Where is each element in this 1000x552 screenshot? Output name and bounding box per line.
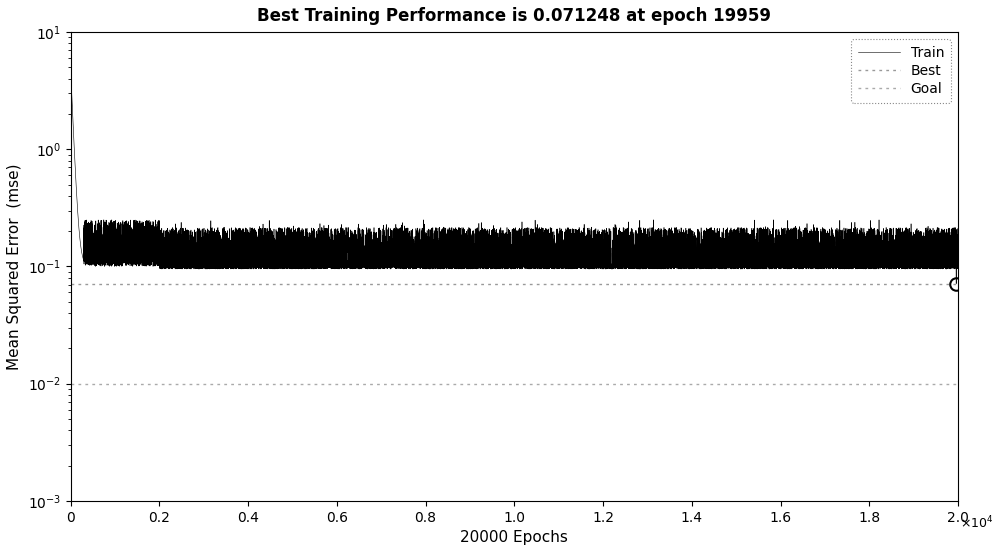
Best	[65, 280, 77, 287]
Train	[167, 264, 179, 270]
Train	[887, 261, 899, 268]
Train	[65, 64, 77, 71]
Goal	[65, 380, 77, 387]
Train	[952, 225, 964, 232]
Text: $\times10^{4}$: $\times10^{4}$	[960, 515, 993, 532]
Train	[950, 280, 962, 287]
Line: Train: Train	[71, 67, 958, 284]
Goal	[65, 380, 77, 387]
Train	[541, 262, 553, 269]
Title: Best Training Performance is 0.071248 at epoch 19959: Best Training Performance is 0.071248 at…	[257, 7, 771, 25]
Train	[789, 263, 801, 270]
Legend: Train, Best, Goal: Train, Best, Goal	[851, 39, 951, 103]
Y-axis label: Mean Squared Error  (mse): Mean Squared Error (mse)	[7, 163, 22, 370]
Best	[65, 280, 77, 287]
Train	[531, 261, 543, 268]
Train	[700, 261, 712, 268]
X-axis label: 20000 Epochs: 20000 Epochs	[460, 530, 568, 545]
